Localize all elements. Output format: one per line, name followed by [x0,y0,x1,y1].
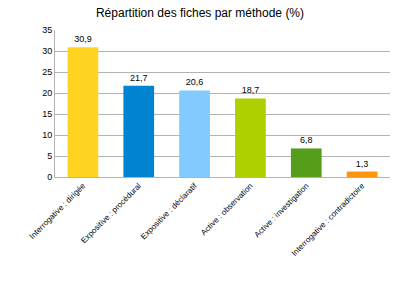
svg-text:30: 30 [42,46,52,56]
svg-text:Interrogative : dirigée: Interrogative : dirigée [28,181,88,241]
svg-text:Interrogative : contradictoire: Interrogative : contradictoire [290,181,367,258]
svg-text:25: 25 [42,67,52,77]
svg-text:1,3: 1,3 [356,159,369,169]
svg-text:10: 10 [42,130,52,140]
svg-text:21,7: 21,7 [130,73,148,83]
svg-text:20: 20 [42,88,52,98]
svg-text:Active : investigation: Active : investigation [253,181,311,239]
svg-text:35: 35 [42,25,52,35]
svg-text:Active : observation: Active : observation [199,181,255,237]
svg-text:15: 15 [42,109,52,119]
svg-text:5: 5 [47,151,52,161]
svg-text:30,9: 30,9 [74,34,92,44]
svg-text:0: 0 [47,172,52,182]
svg-text:18,7: 18,7 [242,85,260,95]
svg-text:Répartition des fiches par mét: Répartition des fiches par méthode (%) [96,6,304,20]
svg-text:6,8: 6,8 [300,135,313,145]
svg-text:Expositive : procédural: Expositive : procédural [79,181,143,245]
svg-text:20,6: 20,6 [186,77,204,87]
svg-text:Expositive : déclaratif: Expositive : déclaratif [139,181,199,241]
